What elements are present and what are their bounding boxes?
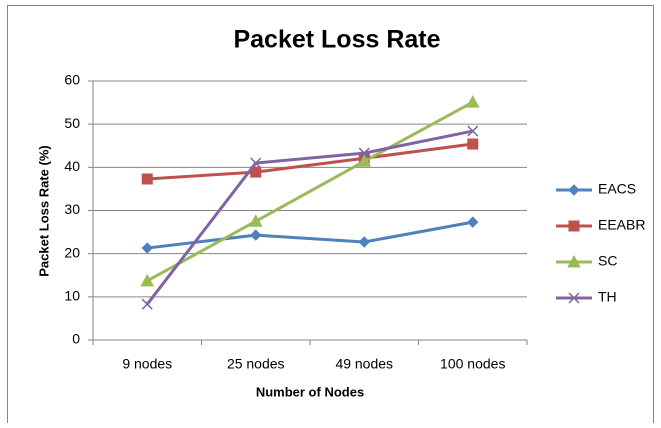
data-point <box>467 125 479 137</box>
chart-title: Packet Loss Rate <box>233 26 440 54</box>
y-tick-label: 0 <box>72 331 80 347</box>
data-point <box>250 157 262 169</box>
data-point <box>141 242 153 254</box>
legend-marker <box>568 184 580 196</box>
data-point <box>467 216 479 228</box>
data-point <box>467 138 479 150</box>
series-line <box>147 142 473 181</box>
x-axis-title: Number of Nodes <box>256 384 364 399</box>
data-point <box>248 214 263 227</box>
x-tick-label: 25 nodes <box>227 356 285 372</box>
y-tick-label: 40 <box>64 158 80 174</box>
data-point <box>358 147 370 159</box>
legend-marker <box>567 254 581 268</box>
legend-marker <box>568 292 580 304</box>
y-tick-label: 60 <box>64 72 80 88</box>
legend-label: EACS <box>598 181 636 197</box>
data-point <box>141 173 153 185</box>
data-point <box>141 298 153 310</box>
legend-label: EEABR <box>598 217 645 233</box>
data-point <box>357 154 372 167</box>
y-tick-label: 20 <box>64 244 80 260</box>
y-tick-label: 50 <box>64 115 80 131</box>
series-line <box>147 220 474 250</box>
legend-marker <box>568 220 580 232</box>
legend-label: TH <box>598 289 617 305</box>
data-point <box>358 236 370 248</box>
y-axis-title: Packet Loss Rate (%) <box>36 145 51 277</box>
data-point <box>250 166 262 178</box>
x-tick-label: 49 nodes <box>335 356 393 372</box>
data-point <box>465 95 480 108</box>
y-tick-label: 30 <box>64 201 80 217</box>
data-point <box>140 273 155 287</box>
data-point <box>250 229 262 241</box>
chart-border <box>7 5 654 426</box>
x-tick-label: 100 nodes <box>440 356 505 372</box>
series-line <box>146 129 474 306</box>
series-line <box>146 100 474 283</box>
y-tick-label: 10 <box>64 288 80 304</box>
x-tick-label: 9 nodes <box>122 356 172 372</box>
legend-label: SC <box>598 253 617 269</box>
